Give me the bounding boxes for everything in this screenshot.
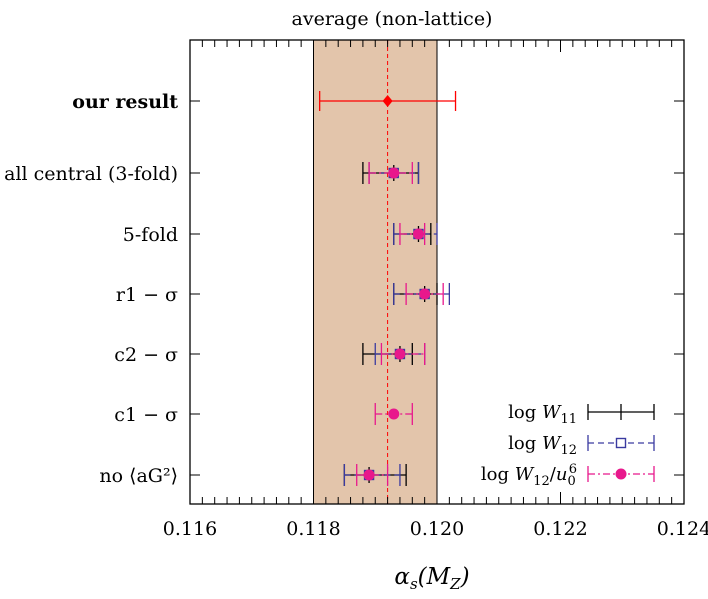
row-label-our-result: our result (72, 91, 178, 113)
row-label: no ⟨aG²⟩ (99, 465, 178, 487)
legend-label: log W12/u06 (481, 462, 577, 489)
our-result-point (319, 91, 457, 111)
data-point (380, 343, 426, 365)
data-point (368, 162, 413, 184)
data-point (374, 403, 413, 425)
row-label: c1 − σ (114, 404, 178, 426)
legend-entry: log W11 (508, 402, 655, 427)
our-result-marker (382, 95, 393, 107)
legend-label: log W12 (508, 433, 577, 458)
data-point (356, 464, 389, 486)
chart-title: average (non-lattice) (292, 8, 493, 30)
row-label: all central (3-fold) (4, 163, 178, 185)
series-2-marker (412, 228, 424, 240)
legend-entry: log W12/u06 (481, 462, 655, 489)
data-point (399, 223, 426, 245)
x-tick-label: 0.116 (163, 518, 217, 540)
legend-label: log W11 (508, 402, 577, 427)
row-label: r1 − σ (116, 284, 178, 306)
series-2-marker (388, 167, 400, 179)
x-axis-label: αs(MZ) (394, 564, 469, 593)
data-point (405, 283, 444, 305)
legend-marker (615, 468, 627, 480)
series-2-marker (419, 288, 431, 300)
x-tick-label: 0.118 (286, 518, 340, 540)
x-tick-label: 0.124 (657, 518, 708, 540)
series-2-marker (363, 469, 375, 481)
series-2-marker (388, 408, 400, 420)
legend-entry: log W12 (508, 433, 655, 458)
row-label: 5-fold (123, 224, 178, 246)
series-2-marker (394, 348, 406, 360)
row-label: c2 − σ (114, 344, 178, 366)
average-band (313, 39, 438, 505)
plot-frame (189, 39, 685, 505)
x-tick-label: 0.120 (410, 518, 464, 540)
x-tick-label: 0.122 (533, 518, 587, 540)
legend-marker (615, 437, 627, 449)
